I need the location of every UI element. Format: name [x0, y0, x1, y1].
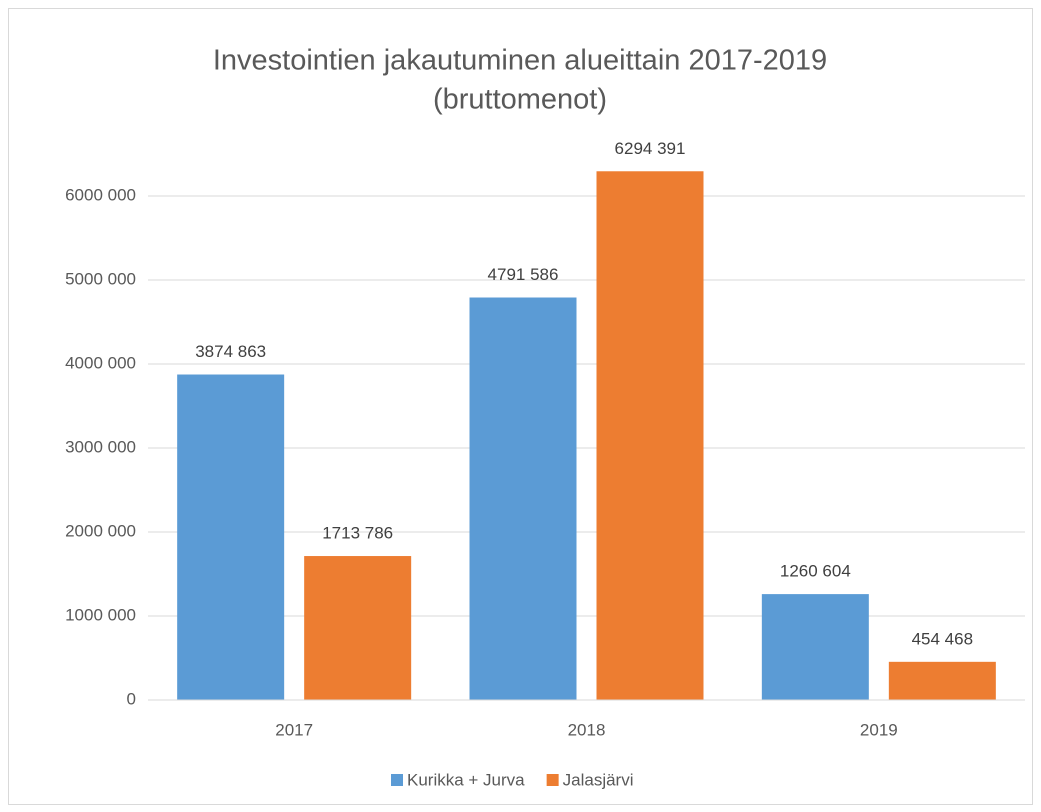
data-label: 454 468 — [912, 629, 973, 648]
y-tick-label: 6000 000 — [65, 185, 136, 204]
y-tick-label: 2000 000 — [65, 521, 136, 540]
bar — [596, 171, 704, 701]
bar — [888, 661, 996, 700]
x-tick-label: 2018 — [568, 720, 606, 739]
data-label: 4791 586 — [488, 265, 559, 284]
x-tick-label: 2017 — [275, 720, 313, 739]
y-tick-label: 4000 000 — [65, 353, 136, 372]
bar — [177, 374, 285, 700]
bar — [761, 594, 869, 700]
x-tick-label: 2019 — [860, 720, 898, 739]
y-tick-label: 5000 000 — [65, 269, 136, 288]
y-tick-label: 3000 000 — [65, 437, 136, 456]
chart-subtitle: (bruttomenot) — [433, 84, 607, 116]
legend-label: Kurikka + Jurva — [407, 770, 525, 789]
data-label: 3874 863 — [195, 342, 266, 361]
legend-label: Jalasjärvi — [563, 770, 634, 789]
legend-swatch — [546, 774, 559, 786]
chart-title: Investointien jakautuminen alueittain 20… — [213, 45, 827, 77]
y-tick-label: 0 — [127, 689, 136, 708]
bar — [304, 556, 412, 700]
bar — [469, 297, 577, 700]
legend-swatch — [391, 774, 403, 786]
data-label: 1260 604 — [780, 562, 851, 581]
data-label: 1713 786 — [322, 524, 393, 543]
data-label: 6294 391 — [615, 139, 686, 158]
y-tick-label: 1000 000 — [65, 605, 136, 624]
